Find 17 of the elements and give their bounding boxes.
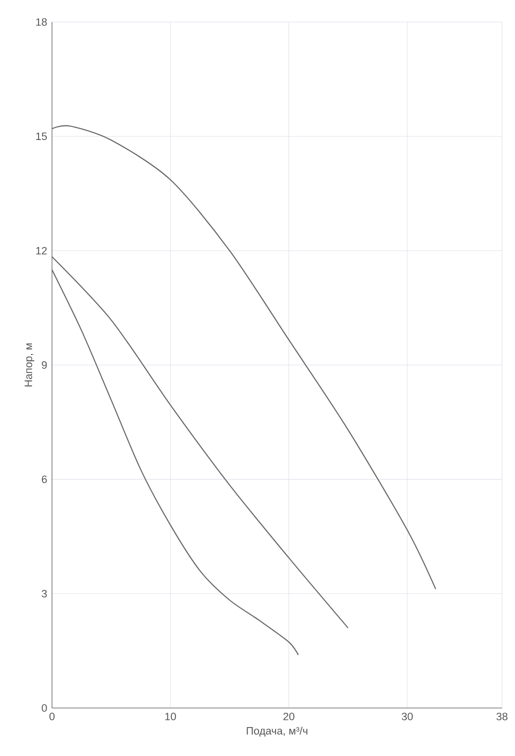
y-tick-label: 0	[42, 704, 47, 712]
x-tick-label: 38	[496, 712, 508, 720]
line-series	[51, 269, 299, 656]
x-tick-label: 20	[283, 712, 294, 720]
line-series	[51, 256, 349, 628]
x-tick-label: 30	[402, 712, 413, 720]
y-tick-label: 12	[36, 246, 47, 254]
x-axis-title: Подача, м³/ч	[246, 726, 308, 737]
y-tick-label: 9	[42, 361, 47, 369]
line-series	[51, 125, 436, 590]
y-tick-label: 6	[42, 476, 47, 484]
x-tick-label: 10	[165, 712, 176, 720]
y-tick-label: 15	[36, 132, 47, 140]
x-tick-label: 0	[49, 712, 55, 720]
y-tick-label: 18	[36, 18, 47, 26]
y-axis-title: Напор, м	[24, 343, 34, 386]
y-tick-label: 3	[42, 590, 47, 598]
